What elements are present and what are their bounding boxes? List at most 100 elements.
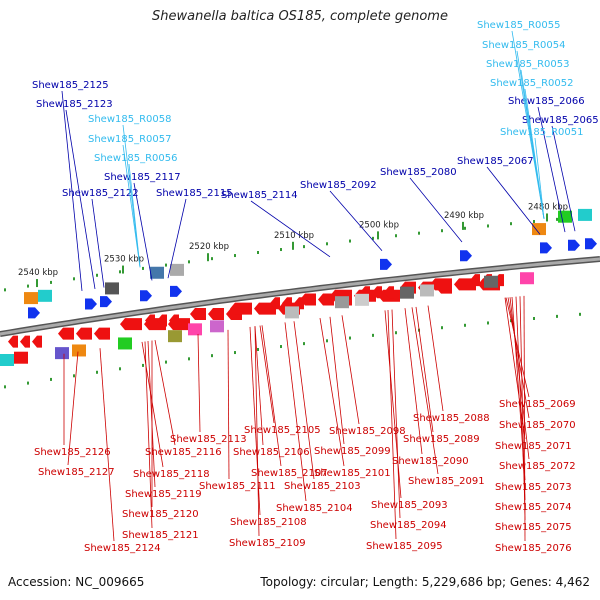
- reverse-leader: [254, 326, 260, 537]
- rna-gene-label: Shew185_R0051: [500, 127, 584, 138]
- reverse-gene-label: Shew185_2088: [413, 413, 490, 424]
- feature-box: [520, 272, 534, 285]
- reverse-gene-label: Shew185_2108: [230, 517, 307, 528]
- upper-dot: [142, 266, 144, 270]
- feature-box: [532, 223, 546, 236]
- scale-label: 2530 kbp: [104, 255, 144, 265]
- reverse-leader: [427, 305, 444, 412]
- reverse-gene-glyph: [208, 308, 224, 321]
- reverse-gene-label: Shew185_2091: [408, 476, 485, 487]
- rna-gene-label: Shew185_R0055: [477, 20, 561, 31]
- scale-tick: [122, 265, 124, 274]
- forward-leader: [409, 177, 463, 243]
- upper-dot: [119, 270, 121, 274]
- reverse-gene-label: Shew185_2107: [251, 468, 328, 479]
- forward-gene-label: Shew185_2080: [380, 167, 457, 178]
- reverse-gene-glyph: [8, 335, 18, 348]
- feature-box: [0, 354, 14, 366]
- reverse-gene-glyph: [254, 302, 276, 315]
- reverse-gene-label: Shew185_2093: [371, 500, 448, 511]
- scale-tick: [462, 221, 464, 230]
- upper-dot: [96, 273, 98, 277]
- reverse-gene-label: Shew185_2089: [403, 434, 480, 445]
- upper-dot: [280, 248, 282, 252]
- reverse-leader: [147, 341, 156, 488]
- feature-box: [484, 275, 498, 288]
- rna-gene-label: Shew185_R0054: [482, 40, 566, 51]
- reverse-leader: [293, 321, 315, 480]
- reverse-gene-label: Shew185_2126: [34, 447, 111, 458]
- forward-gene-glyph: [585, 238, 597, 250]
- forward-gene-glyph: [85, 298, 97, 310]
- feature-box: [558, 210, 572, 223]
- upper-dot: [303, 245, 305, 249]
- scale-tick: [36, 279, 38, 288]
- forward-gene-label: Shew185_2114: [221, 190, 298, 201]
- scale-label: 2520 kbp: [189, 242, 229, 252]
- scale-label: 2500 kbp: [359, 220, 399, 230]
- upper-dot: [418, 231, 420, 235]
- forward-leader: [91, 198, 105, 288]
- upper-dot: [4, 288, 6, 292]
- rna-leader: [534, 137, 545, 220]
- reverse-gene-label: Shew185_2121: [122, 530, 199, 541]
- reverse-gene-label: Shew185_2109: [229, 538, 306, 549]
- reverse-gene-label: Shew185_2069: [499, 399, 576, 410]
- feature-box: [285, 306, 299, 319]
- upper-dot: [50, 280, 52, 284]
- reverse-gene-glyph: [20, 335, 30, 348]
- scale-label: 2480 kbp: [528, 202, 568, 212]
- lower-dot: [464, 323, 466, 327]
- feature-box: [420, 284, 434, 297]
- reverse-gene-glyph: [270, 297, 280, 310]
- genome-summary: Topology: circular; Length: 5,229,686 bp…: [260, 575, 590, 589]
- forward-leader: [61, 90, 83, 291]
- forward-leader: [250, 200, 331, 258]
- forward-leader: [133, 182, 153, 281]
- lower-dot: [280, 345, 282, 349]
- reverse-leader: [227, 329, 230, 480]
- reverse-gene-glyph: [157, 314, 167, 327]
- upper-dot: [234, 254, 236, 258]
- forward-gene-label: Shew185_2122: [62, 188, 139, 199]
- reverse-gene-label: Shew185_2099: [314, 446, 391, 457]
- upper-dot: [464, 226, 466, 230]
- reverse-gene-glyph: [300, 293, 316, 306]
- reverse-gene-glyph: [76, 327, 92, 340]
- scale-tick: [546, 213, 548, 222]
- reverse-gene-label: Shew185_2076: [495, 543, 572, 554]
- reverse-leader: [505, 297, 530, 398]
- feature-box: [150, 266, 164, 279]
- rna-leader: [128, 163, 141, 268]
- forward-gene-label: Shew185_2125: [32, 80, 109, 91]
- reverse-gene-glyph: [190, 308, 206, 321]
- forward-gene-label: Shew185_2066: [508, 96, 585, 107]
- lower-dot: [4, 385, 6, 389]
- reverse-gene-label: Shew185_2127: [38, 467, 115, 478]
- upper-dot: [326, 242, 328, 246]
- reverse-gene-glyph: [454, 278, 476, 291]
- reverse-gene-glyph: [318, 293, 334, 306]
- lower-dot: [257, 347, 259, 351]
- reverse-gene-glyph: [169, 314, 179, 327]
- reverse-leader: [341, 315, 360, 425]
- rna-gene-label: Shew185_R0058: [88, 114, 172, 125]
- forward-gene-glyph: [568, 239, 580, 251]
- feature-box: [578, 208, 592, 221]
- feature-box: [355, 293, 369, 306]
- scale-tick: [292, 241, 294, 250]
- upper-dot: [257, 250, 259, 254]
- upper-dot: [211, 257, 213, 261]
- reverse-gene-glyph: [94, 327, 110, 340]
- feature-box: [210, 320, 224, 333]
- lower-dot: [579, 312, 581, 316]
- reverse-leader: [504, 297, 526, 440]
- lower-dot: [234, 351, 236, 355]
- lower-dot: [349, 336, 351, 340]
- reverse-gene-label: Shew185_2095: [366, 541, 443, 552]
- reverse-leader: [387, 310, 397, 540]
- reverse-gene-label: Shew185_2075: [495, 522, 572, 533]
- lower-dot: [165, 360, 167, 364]
- reverse-leader: [415, 306, 434, 433]
- lower-dot: [119, 367, 121, 371]
